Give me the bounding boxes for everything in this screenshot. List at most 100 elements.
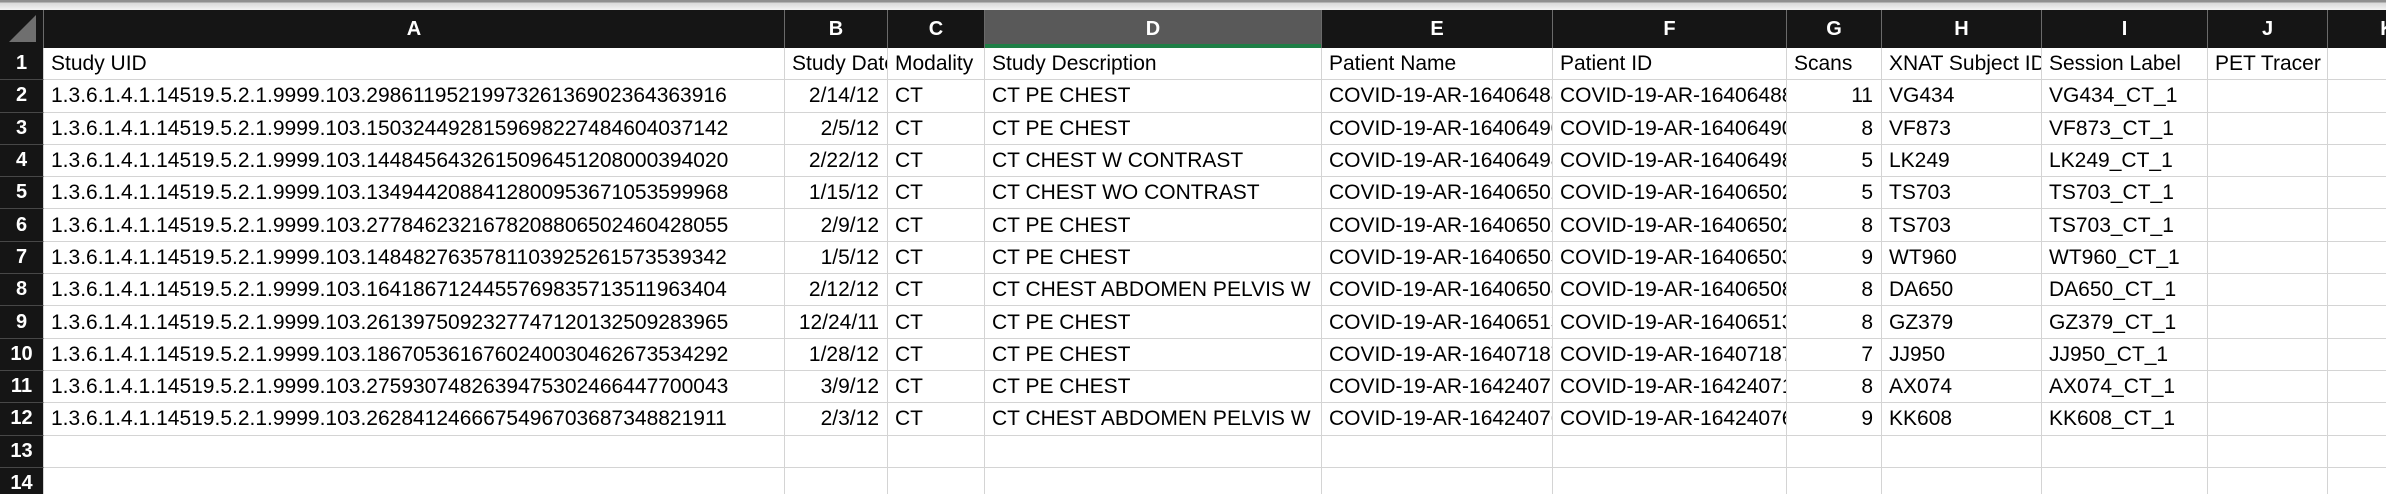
row-header-1[interactable]: 1 bbox=[0, 48, 44, 81]
cell-K11[interactable] bbox=[2328, 370, 2386, 404]
cell-A9[interactable]: 1.3.6.1.4.1.14519.5.2.1.9999.103.2613975… bbox=[44, 306, 785, 339]
cell-H3[interactable]: VF873 bbox=[1882, 112, 2042, 145]
cell-K9[interactable] bbox=[2328, 306, 2386, 339]
cell-E11[interactable]: COVID-19-AR-16424071 bbox=[1322, 370, 1553, 404]
cell-I12[interactable]: KK608_CT_1 bbox=[2042, 403, 2208, 436]
cell-H12[interactable]: KK608 bbox=[1882, 403, 2042, 436]
cell-E7[interactable]: COVID-19-AR-16406503 bbox=[1322, 241, 1553, 275]
cell-H6[interactable]: TS703 bbox=[1882, 209, 2042, 242]
cell-I5[interactable]: TS703_CT_1 bbox=[2042, 177, 2208, 210]
cell-G4[interactable]: 5 bbox=[1787, 144, 1882, 178]
cell-F2[interactable]: COVID-19-AR-16406488 bbox=[1553, 80, 1787, 113]
cell-F10[interactable]: COVID-19-AR-16407187 bbox=[1553, 338, 1787, 371]
cell-A7[interactable]: 1.3.6.1.4.1.14519.5.2.1.9999.103.1484827… bbox=[44, 241, 785, 275]
row-header-13[interactable]: 13 bbox=[0, 435, 44, 468]
cell-K10[interactable] bbox=[2328, 338, 2386, 371]
cell-J8[interactable] bbox=[2208, 274, 2328, 307]
cell-H8[interactable]: DA650 bbox=[1882, 274, 2042, 307]
column-header-I[interactable]: I bbox=[2042, 10, 2208, 48]
cell-D1[interactable]: Study Description bbox=[985, 48, 1322, 81]
column-header-J[interactable]: J bbox=[2208, 10, 2328, 48]
cell-A1[interactable]: Study UID bbox=[44, 48, 785, 81]
cell-I9[interactable]: GZ379_CT_1 bbox=[2042, 306, 2208, 339]
cell-F13[interactable] bbox=[1553, 435, 1787, 468]
cell-D13[interactable] bbox=[985, 435, 1322, 468]
cell-B3[interactable]: 2/5/12 bbox=[785, 112, 888, 145]
cell-K3[interactable] bbox=[2328, 112, 2386, 145]
cell-B8[interactable]: 2/12/12 bbox=[785, 274, 888, 307]
cell-C1[interactable]: Modality bbox=[888, 48, 985, 81]
cell-A14[interactable] bbox=[44, 467, 785, 494]
cell-C6[interactable]: CT bbox=[888, 209, 985, 242]
cell-C10[interactable]: CT bbox=[888, 338, 985, 371]
row-header-9[interactable]: 9 bbox=[0, 306, 44, 339]
column-header-E[interactable]: E bbox=[1322, 10, 1553, 48]
cell-E14[interactable] bbox=[1322, 467, 1553, 494]
cell-F7[interactable]: COVID-19-AR-16406503 bbox=[1553, 241, 1787, 275]
cell-B13[interactable] bbox=[785, 435, 888, 468]
cell-E4[interactable]: COVID-19-AR-16406498 bbox=[1322, 144, 1553, 178]
column-header-A[interactable]: A bbox=[44, 10, 785, 48]
cell-D5[interactable]: CT CHEST WO CONTRAST bbox=[985, 177, 1322, 210]
cell-D8[interactable]: CT CHEST ABDOMEN PELVIS W bbox=[985, 274, 1322, 307]
cell-K2[interactable] bbox=[2328, 80, 2386, 113]
cell-E10[interactable]: COVID-19-AR-16407187 bbox=[1322, 338, 1553, 371]
cell-F6[interactable]: COVID-19-AR-16406502 bbox=[1553, 209, 1787, 242]
cell-G10[interactable]: 7 bbox=[1787, 338, 1882, 371]
cell-B2[interactable]: 2/14/12 bbox=[785, 80, 888, 113]
cell-D4[interactable]: CT CHEST W CONTRAST bbox=[985, 144, 1322, 178]
row-header-11[interactable]: 11 bbox=[0, 370, 44, 404]
cell-G6[interactable]: 8 bbox=[1787, 209, 1882, 242]
cell-C7[interactable]: CT bbox=[888, 241, 985, 275]
row-header-6[interactable]: 6 bbox=[0, 209, 44, 242]
cell-J3[interactable] bbox=[2208, 112, 2328, 145]
cell-D6[interactable]: CT PE CHEST bbox=[985, 209, 1322, 242]
cell-H7[interactable]: WT960 bbox=[1882, 241, 2042, 275]
cell-B5[interactable]: 1/15/12 bbox=[785, 177, 888, 210]
cell-J9[interactable] bbox=[2208, 306, 2328, 339]
column-header-G[interactable]: G bbox=[1787, 10, 1882, 48]
cell-A4[interactable]: 1.3.6.1.4.1.14519.5.2.1.9999.103.1448456… bbox=[44, 144, 785, 178]
cell-E2[interactable]: COVID-19-AR-16406488 bbox=[1322, 80, 1553, 113]
cell-D11[interactable]: CT PE CHEST bbox=[985, 370, 1322, 404]
cell-A6[interactable]: 1.3.6.1.4.1.14519.5.2.1.9999.103.2778462… bbox=[44, 209, 785, 242]
column-header-D[interactable]: D bbox=[985, 10, 1322, 48]
row-header-14[interactable]: 14 bbox=[0, 467, 44, 494]
select-all-corner[interactable] bbox=[0, 10, 44, 48]
cell-H14[interactable] bbox=[1882, 467, 2042, 494]
cell-H11[interactable]: AX074 bbox=[1882, 370, 2042, 404]
cell-J5[interactable] bbox=[2208, 177, 2328, 210]
row-header-2[interactable]: 2 bbox=[0, 80, 44, 113]
cell-K5[interactable] bbox=[2328, 177, 2386, 210]
cell-G2[interactable]: 11 bbox=[1787, 80, 1882, 113]
cell-D7[interactable]: CT PE CHEST bbox=[985, 241, 1322, 275]
cell-A10[interactable]: 1.3.6.1.4.1.14519.5.2.1.9999.103.1867053… bbox=[44, 338, 785, 371]
cell-H13[interactable] bbox=[1882, 435, 2042, 468]
cell-G8[interactable]: 8 bbox=[1787, 274, 1882, 307]
cell-F8[interactable]: COVID-19-AR-16406508 bbox=[1553, 274, 1787, 307]
cell-C4[interactable]: CT bbox=[888, 144, 985, 178]
cell-I10[interactable]: JJ950_CT_1 bbox=[2042, 338, 2208, 371]
cell-B4[interactable]: 2/22/12 bbox=[785, 144, 888, 178]
cell-A3[interactable]: 1.3.6.1.4.1.14519.5.2.1.9999.103.1503244… bbox=[44, 112, 785, 145]
cell-J11[interactable] bbox=[2208, 370, 2328, 404]
cell-B9[interactable]: 12/24/11 bbox=[785, 306, 888, 339]
cell-A12[interactable]: 1.3.6.1.4.1.14519.5.2.1.9999.103.2628412… bbox=[44, 403, 785, 436]
cell-E12[interactable]: COVID-19-AR-16424076 bbox=[1322, 403, 1553, 436]
column-header-H[interactable]: H bbox=[1882, 10, 2042, 48]
cell-D3[interactable]: CT PE CHEST bbox=[985, 112, 1322, 145]
cell-C3[interactable]: CT bbox=[888, 112, 985, 145]
row-header-3[interactable]: 3 bbox=[0, 112, 44, 145]
cell-B7[interactable]: 1/5/12 bbox=[785, 241, 888, 275]
cell-H2[interactable]: VG434 bbox=[1882, 80, 2042, 113]
cell-F3[interactable]: COVID-19-AR-16406490 bbox=[1553, 112, 1787, 145]
cell-J13[interactable] bbox=[2208, 435, 2328, 468]
cell-G7[interactable]: 9 bbox=[1787, 241, 1882, 275]
cell-D9[interactable]: CT PE CHEST bbox=[985, 306, 1322, 339]
cell-G12[interactable]: 9 bbox=[1787, 403, 1882, 436]
cell-D12[interactable]: CT CHEST ABDOMEN PELVIS W bbox=[985, 403, 1322, 436]
cell-I11[interactable]: AX074_CT_1 bbox=[2042, 370, 2208, 404]
cell-C9[interactable]: CT bbox=[888, 306, 985, 339]
cell-I4[interactable]: LK249_CT_1 bbox=[2042, 144, 2208, 178]
cell-K12[interactable] bbox=[2328, 403, 2386, 436]
